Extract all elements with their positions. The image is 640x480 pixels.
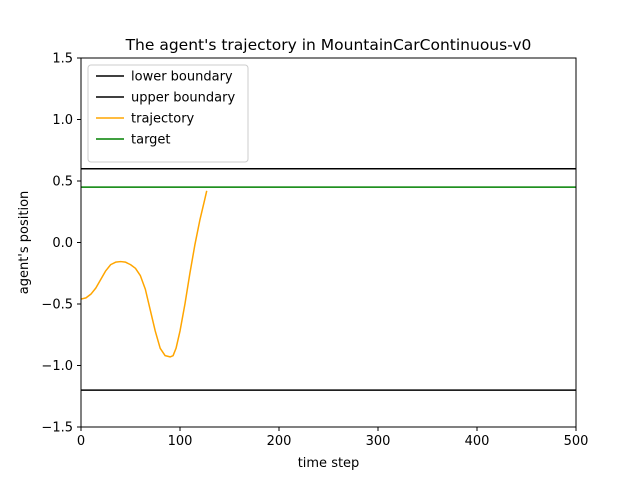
y-tick-label: −0.5 (41, 298, 73, 313)
legend-label: lower boundary (131, 70, 233, 85)
y-tick-label: 1.5 (52, 52, 73, 67)
legend-label: upper boundary (131, 91, 235, 106)
chart-title: The agent's trajectory in MountainCarCon… (125, 36, 532, 54)
y-axis-label: agent's position (17, 191, 32, 295)
x-tick-label: 100 (168, 434, 193, 449)
y-tick-label: −1.5 (41, 421, 73, 436)
legend-label: trajectory (131, 112, 195, 127)
x-tick-label: 500 (564, 434, 589, 449)
x-tick-label: 400 (465, 434, 490, 449)
x-tick-label: 0 (77, 434, 85, 449)
y-tick-label: 0.0 (52, 236, 73, 251)
y-axis: −1.5 −1.0 −0.5 0.0 0.5 1.0 1.5 (41, 52, 81, 436)
y-tick-label: 1.0 (52, 113, 73, 128)
x-axis: 0 100 200 300 400 500 (77, 427, 589, 449)
y-tick-label: −1.0 (41, 359, 73, 374)
legend: lower boundary upper boundary trajectory ta… (88, 65, 248, 162)
x-axis-label: time step (298, 456, 360, 471)
legend-label: target (131, 133, 171, 148)
x-tick-label: 300 (366, 434, 391, 449)
x-tick-label: 200 (267, 434, 292, 449)
y-tick-label: 0.5 (52, 175, 73, 190)
